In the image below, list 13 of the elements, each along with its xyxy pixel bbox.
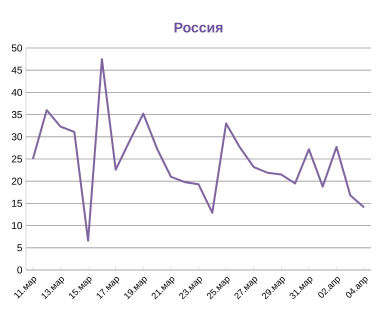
- y-tick-label: 15: [12, 200, 22, 207]
- y-tick-label: 45: [12, 66, 22, 74]
- y-tick-label: 35: [12, 111, 22, 118]
- y-tick-label: 40: [12, 88, 22, 96]
- y-tick-label: 20: [12, 178, 22, 185]
- chart-title: Россия: [174, 22, 222, 32]
- y-tick-label: 50: [12, 44, 22, 52]
- y-tick-label: 25: [12, 155, 22, 163]
- line-series: [32, 58, 366, 242]
- y-tick-label: 30: [12, 133, 22, 140]
- y-tick-label: 5: [17, 244, 22, 252]
- y-tick-label: 10: [12, 222, 22, 230]
- y-tick-label: 0: [17, 266, 22, 274]
